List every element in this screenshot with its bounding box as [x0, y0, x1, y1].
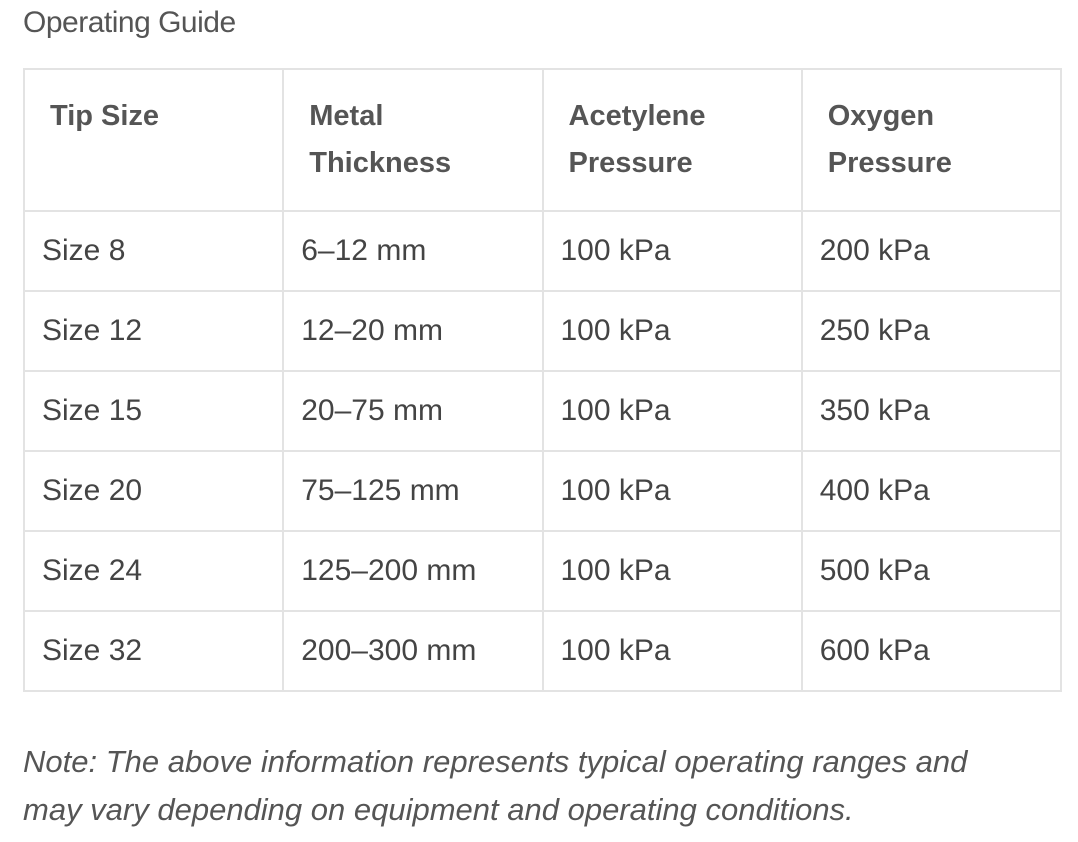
- table-cell: 100 kPa: [541, 450, 803, 532]
- table-cell: 100 kPa: [541, 290, 803, 372]
- title: Operating Guide: [23, 6, 236, 39]
- table-cell: Size 8: [22, 210, 285, 292]
- table-cell: 75–125 mm: [282, 450, 544, 532]
- column-header-text: Metal Thickness: [309, 100, 452, 179]
- table-row: Size 20 75–125 mm 100 kPa 400 kPa: [22, 450, 1063, 532]
- note: Note: The above information represents t…: [23, 744, 968, 827]
- table-cell: Size 24: [22, 530, 285, 612]
- column-header: Tip Size: [22, 68, 285, 212]
- table-row: Size 32 200–300 mm 100 kPa 600 kPa: [22, 610, 1063, 692]
- table-cell: 125–200 mm: [282, 530, 544, 612]
- table-cell: Size 15: [22, 370, 285, 452]
- table-cell: 20–75 mm: [282, 370, 544, 452]
- table-cell: 400 kPa: [800, 450, 1063, 532]
- column-header-text: Acetylene Pressure: [568, 100, 706, 179]
- table-row: Size 8 6–12 mm 100 kPa 200 kPa: [22, 210, 1063, 292]
- table: Tip Size Metal Thickness Acetylene Pressur…: [22, 68, 1063, 692]
- table-cell: 200 kPa: [800, 210, 1063, 292]
- table-cell: 250 kPa: [800, 290, 1063, 372]
- table-row: Size 24 125–200 mm 100 kPa 500 kPa: [22, 530, 1063, 612]
- table-cell: 12–20 mm: [282, 290, 544, 372]
- column-header-text: Tip Size: [50, 100, 160, 132]
- column-header: Oxygen Pressure: [800, 68, 1063, 212]
- column-header-text: Oxygen Pressure: [827, 100, 952, 179]
- table-cell: 100 kPa: [541, 530, 803, 612]
- table-cell: 500 kPa: [800, 530, 1063, 612]
- table-cell: Size 20: [22, 450, 285, 532]
- column-header: Acetylene Pressure: [541, 68, 803, 212]
- table-cell: Size 32: [22, 610, 285, 692]
- table-cell: 100 kPa: [541, 210, 803, 292]
- header-row: Tip Size Metal Thickness Acetylene Pressur…: [22, 68, 1063, 212]
- table-cell: 100 kPa: [541, 370, 803, 452]
- table-row: Size 15 20–75 mm 100 kPa 350 kPa: [22, 370, 1063, 452]
- table-cell: 600 kPa: [800, 610, 1063, 692]
- column-header: Metal Thickness: [282, 68, 544, 212]
- table-cell: Size 12: [22, 290, 285, 372]
- table-cell: 6–12 mm: [282, 210, 544, 292]
- table-cell: 100 kPa: [541, 610, 803, 692]
- table-cell: 200–300 mm: [282, 610, 544, 692]
- table-row: Size 12 12–20 mm 100 kPa 250 kPa: [22, 290, 1063, 372]
- table-body: Size 8 6–12 mm 100 kPa 200 kPa Size 12 12–20 …: [22, 210, 1063, 692]
- table-cell: 350 kPa: [800, 370, 1063, 452]
- table-head: Tip Size Metal Thickness Acetylene Pressur…: [22, 68, 1063, 212]
